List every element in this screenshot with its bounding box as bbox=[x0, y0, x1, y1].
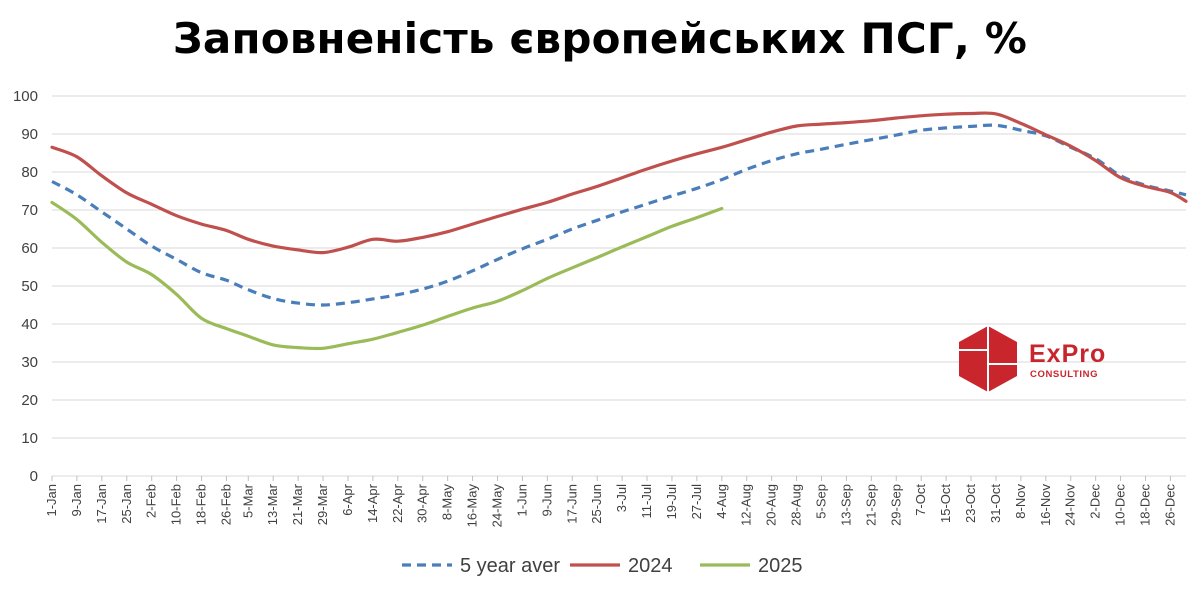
x-tick-label: 1-Jan bbox=[44, 484, 59, 517]
x-tick-label: 26-Feb bbox=[218, 484, 233, 525]
y-axis-tick-labels: 0 10 20 30 40 50 60 70 80 90 100 bbox=[13, 88, 38, 485]
x-tick-label: 19-Jul bbox=[664, 484, 679, 520]
x-tick-label: 5-Sep bbox=[814, 484, 829, 519]
y-tick-label: 70 bbox=[21, 202, 38, 219]
x-tick-label: 16-Nov bbox=[1038, 484, 1053, 526]
x-tick-label: 17-Jan bbox=[94, 484, 109, 524]
y-tick-label: 40 bbox=[21, 316, 38, 333]
x-tick-label: 18-Feb bbox=[194, 484, 209, 525]
x-tick-label: 5-Mar bbox=[240, 483, 255, 518]
x-tick-label: 22-Apr bbox=[390, 483, 405, 523]
x-tick-label: 18-Dec bbox=[1138, 484, 1153, 526]
x-tick-label: 16-May bbox=[465, 484, 480, 528]
x-axis-tick-labels: 1-Jan 9-Jan 17-Jan 25-Jan 2-Feb 10-Feb 18-Feb 2… bbox=[44, 476, 1177, 527]
legend-label: 2025 bbox=[758, 555, 803, 577]
grid-lines bbox=[52, 95, 1186, 477]
x-tick-label: 9-Jan bbox=[69, 484, 84, 517]
x-tick-label: 4-Aug bbox=[714, 484, 729, 519]
y-tick-label: 0 bbox=[30, 468, 38, 485]
y-tick-label: 30 bbox=[21, 354, 38, 371]
x-tick-label: 2-Dec bbox=[1088, 484, 1103, 519]
series-line-5-year-aver bbox=[51, 123, 1187, 307]
y-tick-label: 10 bbox=[21, 430, 38, 447]
x-tick-label: 23-Oct bbox=[963, 484, 978, 523]
legend: 5 year aver 2024 2025 bbox=[402, 555, 803, 577]
x-tick-label: 27-Jul bbox=[689, 484, 704, 520]
y-tick-label: 100 bbox=[13, 88, 38, 105]
x-tick-label: 6-Apr bbox=[340, 483, 355, 515]
x-tick-label: 12-Aug bbox=[739, 484, 754, 526]
series-line-2025 bbox=[50, 200, 724, 351]
logo-brand-text: ExPro bbox=[1029, 340, 1106, 368]
x-tick-label: 21-Sep bbox=[863, 484, 878, 526]
x-tick-label: 9-Jun bbox=[539, 484, 554, 517]
y-tick-label: 20 bbox=[21, 392, 38, 409]
legend-label: 2024 bbox=[628, 555, 673, 577]
x-tick-label: 7-Oct bbox=[913, 484, 928, 516]
chart-title: Заповненість європейських ПСГ, % bbox=[172, 14, 1028, 63]
x-tick-label: 11-Jul bbox=[639, 484, 654, 519]
x-tick-label: 13-Mar bbox=[265, 483, 280, 525]
x-tick-label: 10-Dec bbox=[1113, 484, 1128, 526]
x-tick-label: 30-Apr bbox=[415, 483, 430, 523]
x-tick-label: 10-Feb bbox=[169, 484, 184, 525]
x-tick-label: 29-Mar bbox=[315, 483, 330, 525]
x-tick-label: 21-Mar bbox=[290, 483, 305, 525]
x-tick-label: 3-Jul bbox=[614, 484, 629, 512]
y-tick-label: 50 bbox=[21, 278, 38, 295]
x-tick-label: 24-Nov bbox=[1063, 484, 1078, 526]
expro-consulting-logo: ExPro CONSULTING bbox=[959, 326, 1106, 392]
x-tick-label: 31-Oct bbox=[988, 484, 1003, 523]
x-tick-label: 28-Aug bbox=[789, 484, 804, 526]
x-tick-label: 20-Aug bbox=[764, 484, 779, 526]
legend-label: 5 year aver bbox=[460, 555, 560, 577]
x-tick-label: 25-Jun bbox=[589, 484, 604, 524]
logo-subtitle-text: CONSULTING bbox=[1030, 369, 1098, 380]
x-tick-label: 2-Feb bbox=[144, 484, 159, 518]
y-tick-label: 80 bbox=[21, 164, 38, 181]
x-tick-label: 25-Jan bbox=[119, 484, 134, 524]
y-tick-label: 90 bbox=[21, 126, 38, 143]
x-tick-label: 8-May bbox=[440, 484, 455, 521]
series-lines bbox=[50, 111, 1188, 351]
x-tick-label: 15-Oct bbox=[938, 484, 953, 523]
x-tick-label: 13-Sep bbox=[838, 484, 853, 526]
x-tick-label: 17-Jun bbox=[564, 484, 579, 524]
y-tick-label: 60 bbox=[21, 240, 38, 257]
x-tick-label: 24-May bbox=[490, 484, 505, 528]
x-tick-label: 1-Jun bbox=[514, 484, 529, 517]
series-line-2024 bbox=[50, 111, 1188, 255]
x-tick-label: 29-Sep bbox=[888, 484, 903, 526]
x-tick-label: 8-Nov bbox=[1013, 484, 1028, 519]
x-tick-label: 26-Dec bbox=[1162, 484, 1177, 526]
x-tick-label: 14-Apr bbox=[365, 483, 380, 523]
